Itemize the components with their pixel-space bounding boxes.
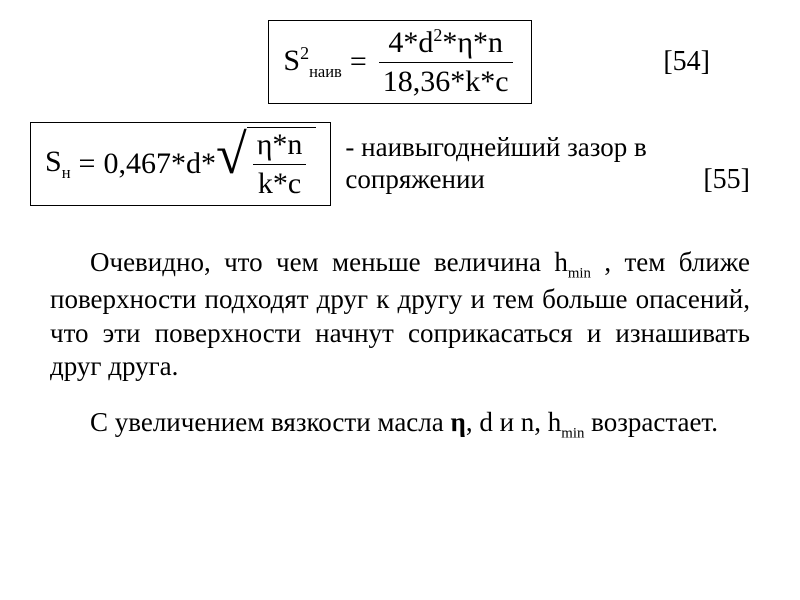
eq2-equals: = <box>79 147 96 181</box>
eq2-sqrt: √ η*n k*c <box>216 127 316 201</box>
eq1-num-sup: 2 <box>433 25 442 45</box>
eq2-lhs-base: S <box>45 145 62 178</box>
equation-box-2: Sн = 0,467*d* √ η*n k*c <box>30 122 331 206</box>
eq1-equals: = <box>350 45 367 79</box>
para1-sub: min <box>568 265 591 281</box>
para2-eta: η <box>451 407 466 437</box>
eq1-num-a: 4*d <box>388 26 433 59</box>
eq1-lhs-sup: 2 <box>300 43 309 63</box>
eq2-lhs-sub: н <box>62 163 71 182</box>
eq2-ref: [55] <box>703 163 750 197</box>
eq2-description: - наивыгоднейший зазор в сопряжении [55] <box>345 122 750 206</box>
para1-a: Очевидно, что чем меньше величина h <box>90 247 568 277</box>
eq1-lhs-base: S <box>283 44 300 77</box>
eq2-sqrt-frac: η*n k*c <box>253 128 307 201</box>
eq2-sqrt-num: η*n <box>253 128 307 165</box>
radical-icon: √ <box>216 139 247 213</box>
eq1-num-b: *η*n <box>442 26 503 59</box>
eq1-lhs-sub: наив <box>309 62 342 81</box>
eq1-ref: [54] <box>663 46 740 78</box>
eq1-den: 18,36*k*c <box>379 63 513 99</box>
eq2-desc-line2: сопряжении <box>345 163 484 197</box>
para2-b: , d и n, h <box>466 407 561 437</box>
paragraph-2: С увеличением вязкости масла η, d и n, h… <box>50 406 750 443</box>
eq2-coef: 0,467*d* <box>103 147 216 181</box>
para2-sub: min <box>561 426 584 442</box>
para2-a: С увеличением вязкости масла <box>90 407 451 437</box>
eq2-desc-line1: - наивыгоднейший зазор в <box>345 131 750 163</box>
formula-2: Sн = 0,467*d* √ η*n k*c <box>45 127 316 201</box>
paragraph-1: Очевидно, что чем меньше величина hmin ,… <box>50 246 750 384</box>
eq1-fraction: 4*d2*η*n 18,36*k*c <box>379 25 513 99</box>
formula-1: S2наив = 4*d2*η*n 18,36*k*c <box>283 25 516 99</box>
para2-c: возрастает. <box>584 407 718 437</box>
equation-box-1: S2наив = 4*d2*η*n 18,36*k*c <box>268 20 531 104</box>
eq2-sqrt-den: k*c <box>253 165 307 201</box>
